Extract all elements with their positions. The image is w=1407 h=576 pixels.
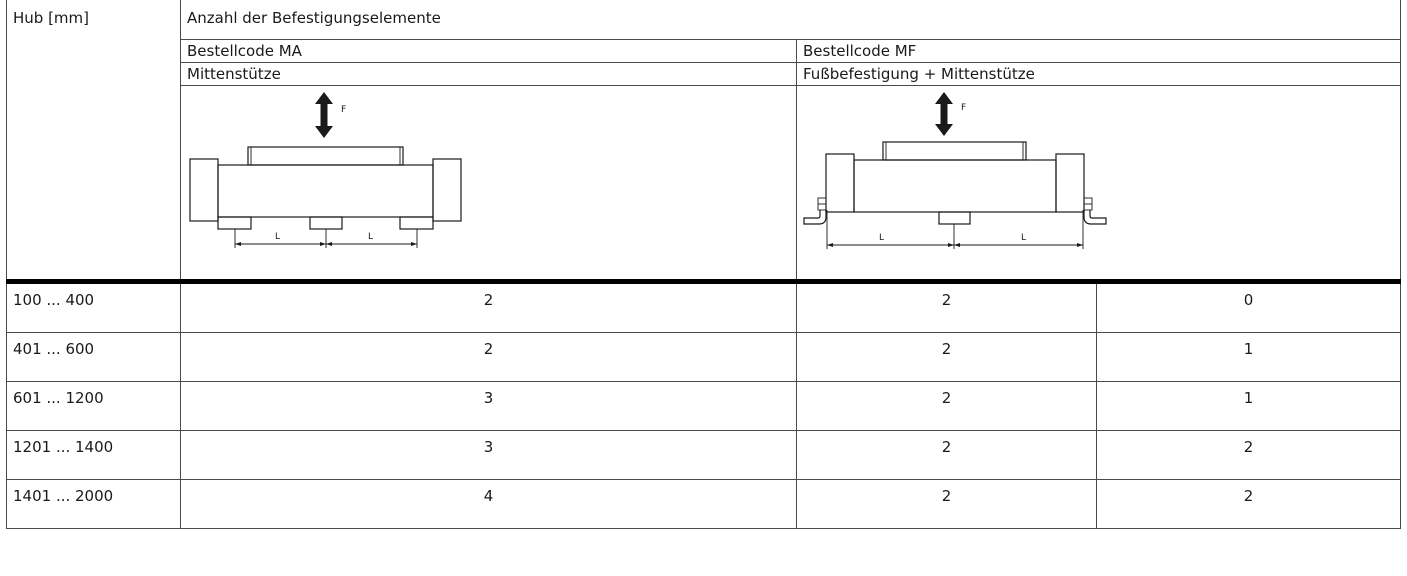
mf-mounting-drawing: F (803, 92, 1107, 249)
centre-support-right (399, 216, 434, 230)
force-label: F (961, 103, 966, 113)
force-arrow-icon (315, 92, 333, 138)
foot-mount-right (1083, 197, 1107, 225)
anzahl-header: Anzahl der Befestigungselemente (180, 0, 1401, 40)
carriage-plate (247, 146, 404, 166)
ma-drawing-cell: F (180, 85, 797, 282)
hub-header-label: Hub [mm] (13, 9, 90, 27)
foot-mount-left (803, 197, 827, 225)
mounting-elements-table: Hub [mm] Anzahl der Befestigungselemente… (6, 0, 1401, 529)
force-arrow-icon (935, 92, 953, 136)
dimension-lines (826, 210, 1084, 249)
mf-foot-count: 2 (796, 479, 1097, 529)
mf-foot-count: 2 (796, 279, 1097, 333)
force-label: F (341, 105, 346, 115)
hub-range: 601 ... 1200 (6, 381, 181, 431)
mf-centre-count: 2 (1096, 479, 1401, 529)
hub-range: 100 ... 400 (6, 279, 181, 333)
ma-count: 4 (180, 479, 797, 529)
table-row: 100 ... 400 2 2 0 (6, 279, 1401, 333)
anzahl-header-label: Anzahl der Befestigungselemente (187, 9, 441, 27)
hub-header: Hub [mm] (6, 0, 181, 282)
table-row: 1201 ... 1400 3 2 2 (6, 430, 1401, 480)
ma-count: 2 (180, 279, 797, 333)
profile-body (853, 159, 1057, 213)
end-cap-left (189, 158, 219, 222)
end-cap-right (432, 158, 462, 222)
table-row: 601 ... 1200 3 2 1 (6, 381, 1401, 431)
dim-label-left: L (275, 232, 280, 242)
carriage-plate (882, 141, 1027, 161)
mf-centre-count: 1 (1096, 332, 1401, 382)
code-ma-header: Bestellcode MA (180, 39, 797, 63)
mf-drawing-cell: F (796, 85, 1401, 282)
dim-label-right: L (368, 232, 373, 242)
desc-mf-header: Fußbefestigung + Mittenstütze (796, 62, 1401, 86)
hub-range: 1201 ... 1400 (6, 430, 181, 480)
ma-mounting-drawing: F (189, 92, 462, 248)
hub-range: 401 ... 600 (6, 332, 181, 382)
centre-support-middle (938, 211, 971, 225)
ma-count: 3 (180, 430, 797, 480)
mf-foot-count: 2 (796, 381, 1097, 431)
end-cap-left (825, 153, 855, 213)
mf-foot-count: 2 (796, 332, 1097, 382)
profile-body (217, 164, 434, 218)
ma-count: 2 (180, 332, 797, 382)
dimension-lines (234, 229, 418, 248)
mf-centre-count: 0 (1096, 279, 1401, 333)
end-cap-right (1055, 153, 1085, 213)
table-row: 1401 ... 2000 4 2 2 (6, 479, 1401, 529)
table-row: 401 ... 600 2 2 1 (6, 332, 1401, 382)
centre-support-left (217, 216, 252, 230)
desc-ma-header: Mittenstütze (180, 62, 797, 86)
mf-centre-count: 1 (1096, 381, 1401, 431)
code-mf-header: Bestellcode MF (796, 39, 1401, 63)
dim-label-right: L (1021, 233, 1026, 243)
centre-support-middle (309, 216, 343, 230)
mf-centre-count: 2 (1096, 430, 1401, 480)
hub-range: 1401 ... 2000 (6, 479, 181, 529)
ma-count: 3 (180, 381, 797, 431)
dim-label-left: L (879, 233, 884, 243)
mf-foot-count: 2 (796, 430, 1097, 480)
